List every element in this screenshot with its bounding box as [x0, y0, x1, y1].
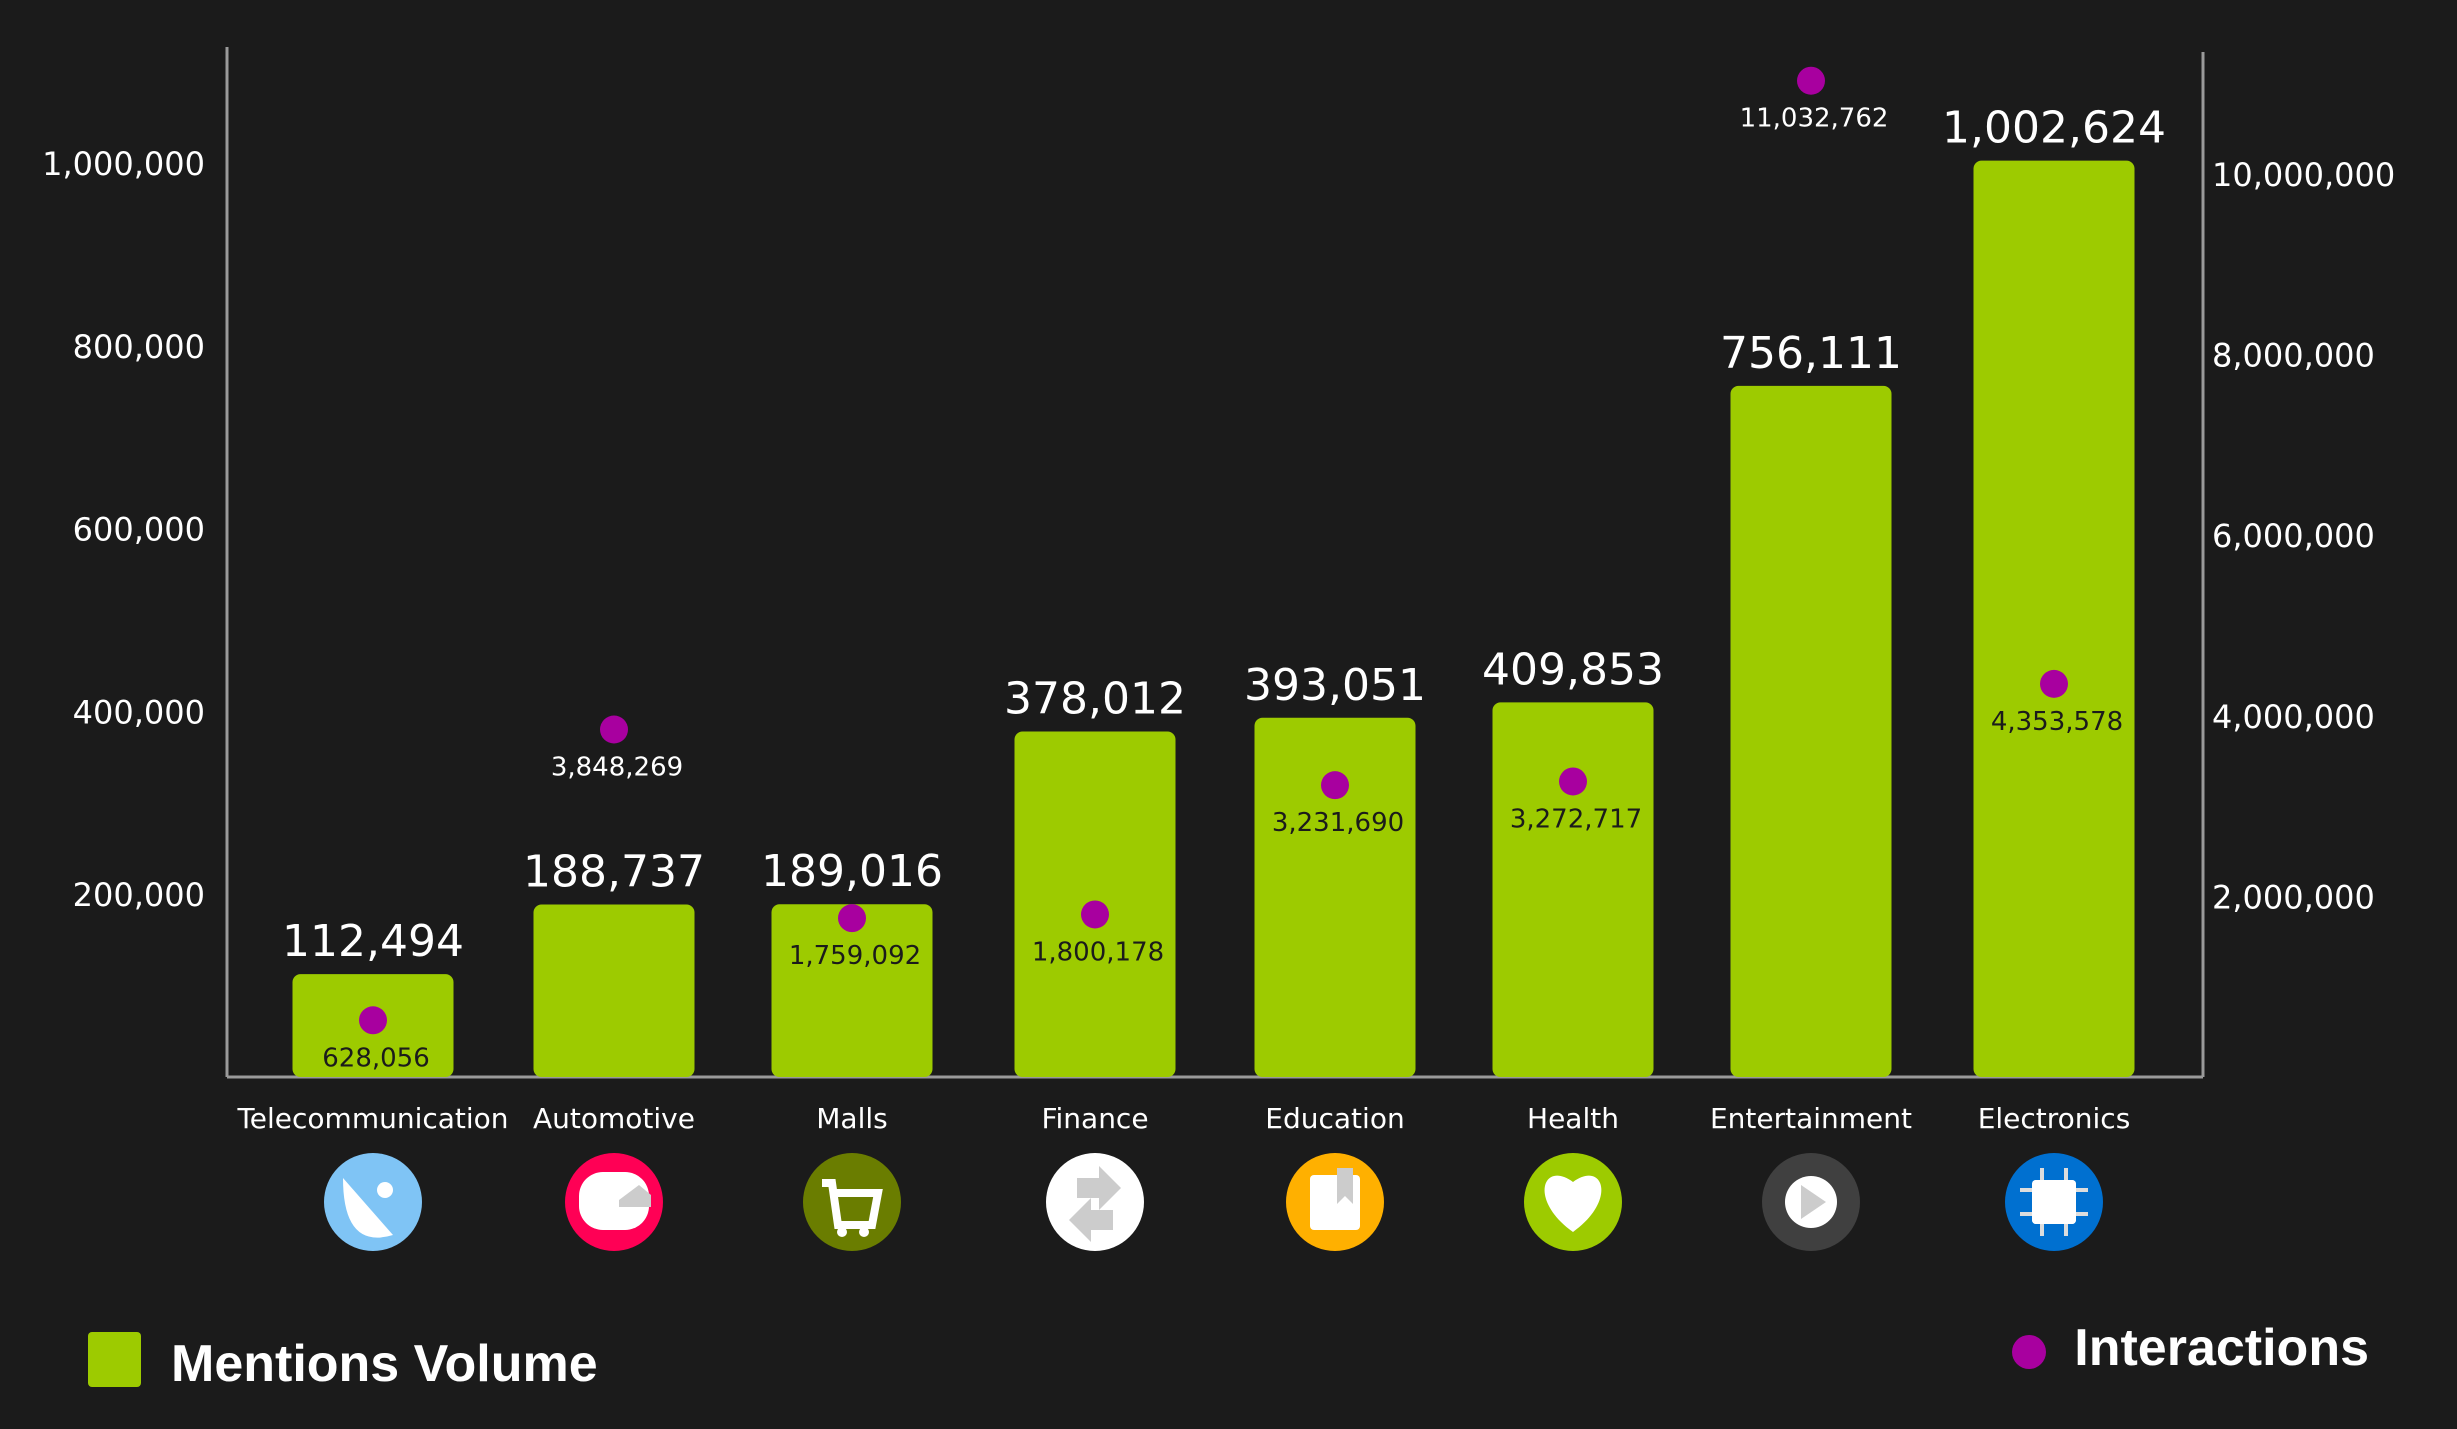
bar-value-label: 112,494: [282, 916, 464, 967]
right-tick-label: 2,000,000: [2212, 878, 2375, 916]
category-label: Automotive: [533, 1102, 695, 1135]
bar-value-label: 378,012: [1004, 673, 1186, 724]
exchange-arrows-icon: [1046, 1153, 1144, 1251]
arrow-left-glyph: [1069, 1198, 1113, 1242]
bar-value-label: 409,853: [1482, 644, 1664, 695]
satellite-dish-glyph: [343, 1178, 393, 1238]
legend-swatch-interactions: [2012, 1335, 2047, 1369]
satellite-dish-icon: [324, 1153, 422, 1251]
bar-health: [1492, 702, 1654, 1077]
legend-swatch-mentions: [88, 1331, 141, 1387]
shopping-cart-icon: [803, 1153, 901, 1251]
car-glyph-window: [619, 1185, 651, 1207]
bar-value-label: 188,737: [523, 846, 705, 897]
bar-automotive: [533, 904, 695, 1077]
left-tick-label: 800,000: [73, 328, 205, 366]
interaction-value-label: 11,032,762: [1740, 104, 1889, 134]
category-label: Finance: [1041, 1102, 1148, 1135]
bar-electronics: [1973, 160, 2135, 1077]
interaction-value-label: 3,272,717: [1510, 804, 1642, 834]
category-label: Education: [1265, 1102, 1404, 1135]
interaction-point-finance: [1081, 900, 1109, 929]
left-tick-label: 1,000,000: [42, 145, 205, 183]
cart-glyph: [822, 1179, 883, 1229]
left-tick-label: 400,000: [73, 693, 205, 731]
interaction-value-label: 4,353,578: [1991, 707, 2123, 737]
interaction-value-label: 628,056: [322, 1043, 430, 1073]
satellite-glyph-dot: [377, 1182, 393, 1198]
bar-value-label: 756,111: [1720, 328, 1902, 379]
interaction-point-electronics: [2040, 669, 2068, 698]
right-tick-label: 8,000,000: [2212, 337, 2375, 375]
bar-value-label: 393,051: [1244, 660, 1426, 711]
interaction-value-label: 3,231,690: [1272, 808, 1404, 838]
cart-wheel: [859, 1227, 869, 1237]
interaction-point-automotive: [600, 715, 628, 744]
bar-value-label: 1,002,624: [1942, 103, 2166, 154]
bar-malls: [771, 904, 933, 1077]
right-tick-label: 6,000,000: [2212, 517, 2375, 555]
arrow-right-glyph: [1077, 1166, 1121, 1210]
legend-interactions: Interactions: [2012, 1318, 2369, 1378]
category-label: Malls: [816, 1102, 887, 1135]
chip-glyph-body: [2032, 1180, 2076, 1224]
interaction-point-entertainment: [1797, 66, 1825, 95]
cart-wheel: [837, 1227, 847, 1237]
bar-value-label: 189,016: [761, 846, 943, 897]
heart-glyph: [1544, 1175, 1602, 1232]
interaction-value-label: 1,800,178: [1032, 937, 1164, 967]
right-tick-label: 10,000,000: [2212, 156, 2395, 194]
bookmark-glyph: [1337, 1168, 1353, 1204]
play-glyph: [1801, 1185, 1826, 1219]
category-label: Telecommunication: [236, 1102, 508, 1135]
category-label: Entertainment: [1710, 1102, 1912, 1135]
left-tick-label: 200,000: [73, 876, 205, 914]
interaction-point-health: [1559, 767, 1587, 796]
legend-label-interactions: Interactions: [2074, 1319, 2369, 1377]
bar-entertainment: [1730, 385, 1892, 1077]
car-glyph: [579, 1172, 649, 1230]
interaction-point-malls: [838, 904, 866, 933]
category-label: Health: [1527, 1102, 1619, 1135]
interaction-point-education: [1321, 771, 1349, 800]
legend-label-mentions: Mentions Volume: [171, 1335, 598, 1393]
left-tick-label: 600,000: [73, 511, 205, 549]
legend-mentions: Mentions Volume: [88, 1324, 598, 1394]
bar-education: [1254, 717, 1416, 1077]
right-tick-label: 4,000,000: [2212, 698, 2375, 736]
interaction-point-telecommunication: [359, 1006, 387, 1035]
interaction-value-label: 3,848,269: [551, 753, 683, 783]
category-label: Electronics: [1978, 1102, 2131, 1135]
interaction-value-label: 1,759,092: [789, 941, 921, 971]
